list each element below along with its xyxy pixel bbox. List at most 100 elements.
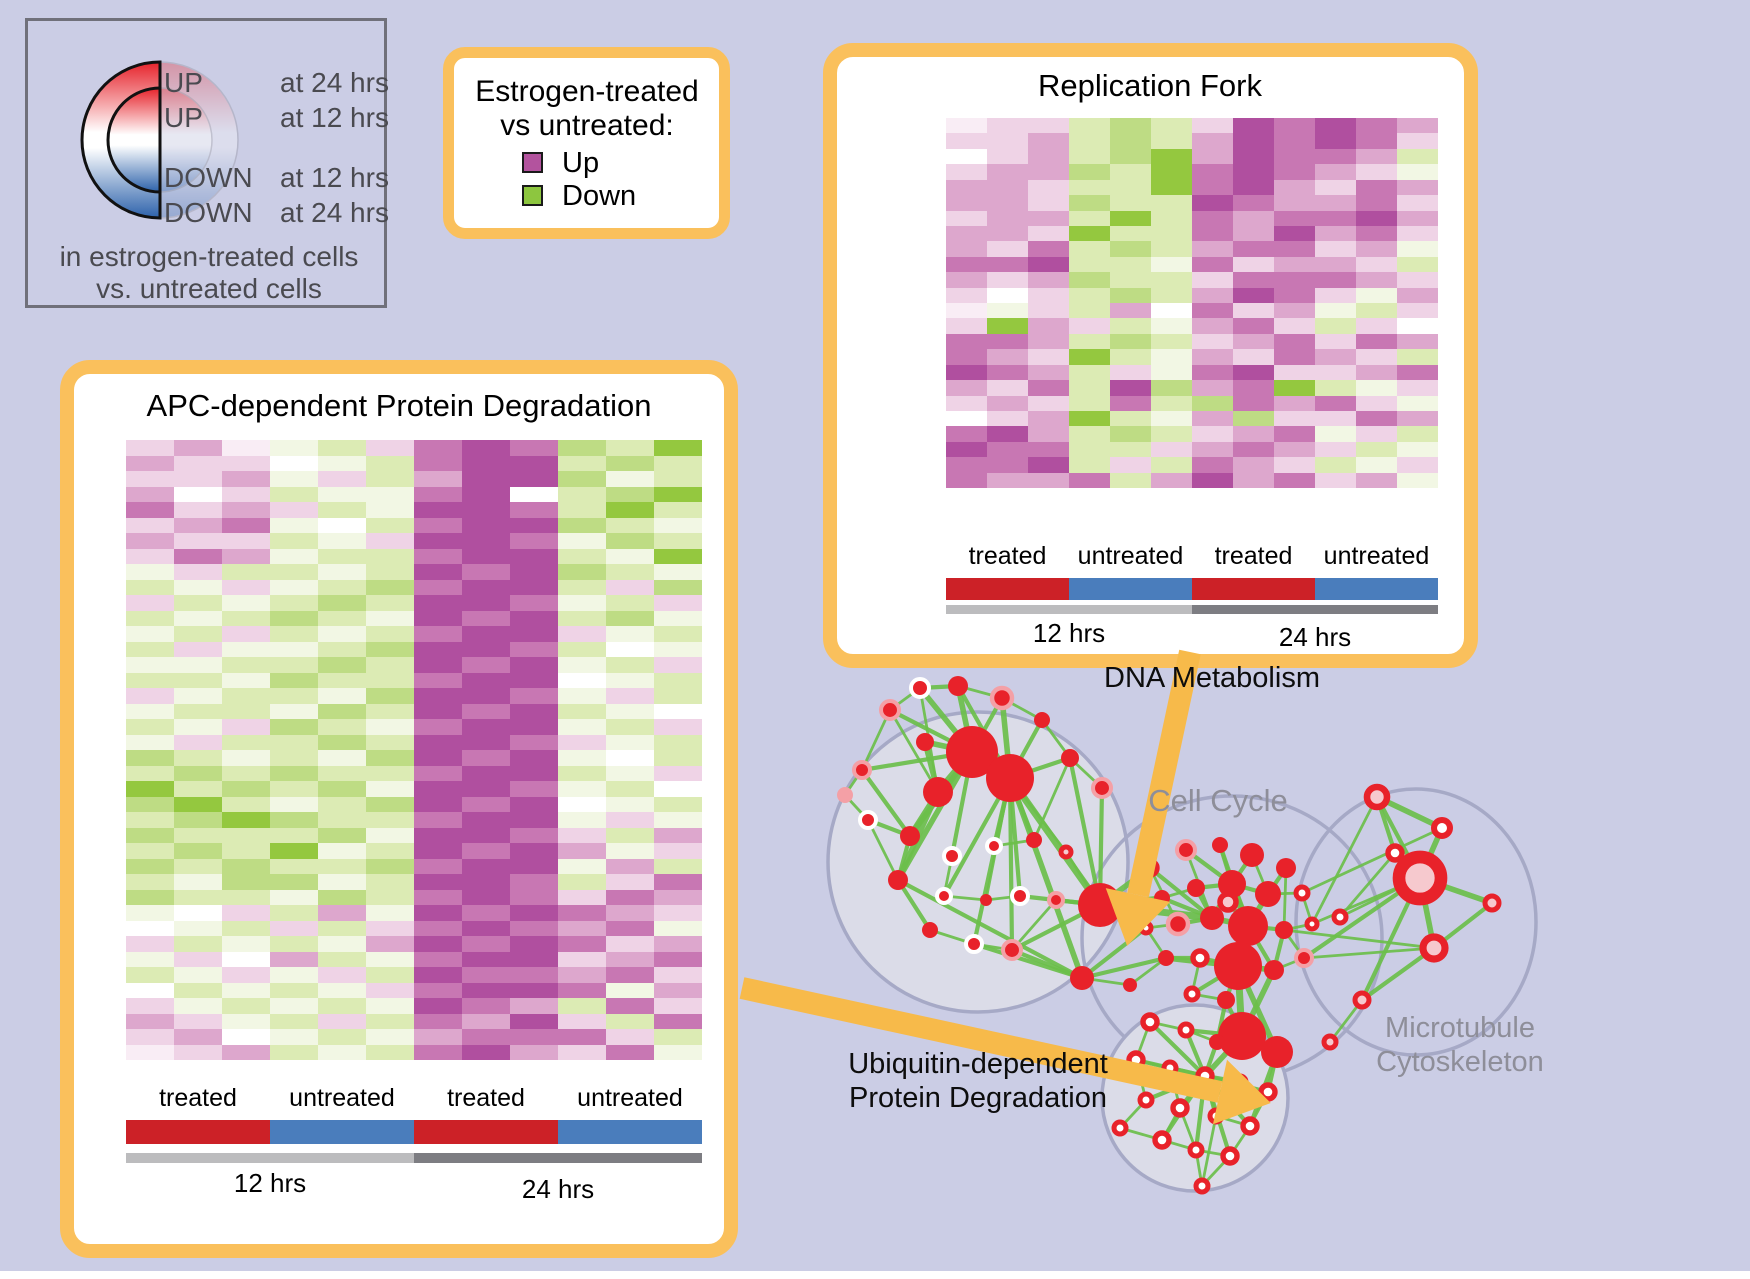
replication-fork-title: Replication Fork xyxy=(1038,68,1262,103)
heatmap-cell xyxy=(510,905,558,921)
apc-group-labels: treated untreated treated untreated xyxy=(126,1084,702,1113)
heatmap-cell xyxy=(1315,457,1356,473)
heatmap-cell xyxy=(1356,349,1397,365)
heatmap-cell xyxy=(1233,349,1274,365)
heatmap-cell xyxy=(1028,349,1069,365)
heatmap-cell xyxy=(1274,179,1315,196)
heatmap-cell xyxy=(462,610,510,626)
heatmap-cell xyxy=(946,241,987,257)
gene-node-red xyxy=(1276,858,1296,878)
gene-node-pinkring xyxy=(1000,938,1024,962)
heatmap-cell xyxy=(1397,256,1438,273)
heatmap-cell xyxy=(654,827,702,843)
network-edge xyxy=(1282,928,1436,950)
heatmap-cell xyxy=(1315,410,1356,427)
heatmap-cell xyxy=(1233,241,1274,257)
heatmap-cell xyxy=(270,548,318,564)
heatmap-cell xyxy=(1151,195,1192,211)
heatmap-cell xyxy=(1192,179,1233,196)
heatmap-cell xyxy=(1356,410,1397,427)
heatmap-cell xyxy=(1233,225,1274,242)
heatmap-cell xyxy=(126,672,174,688)
network-edge xyxy=(1007,775,1015,953)
heatmap-cell xyxy=(366,502,414,518)
heatmap-cell xyxy=(414,1044,462,1060)
heatmap-cell xyxy=(1192,318,1233,334)
heatmap-cell xyxy=(462,703,510,719)
heatmap-cell xyxy=(558,440,606,456)
network-edge xyxy=(1282,866,1288,932)
heatmap-cell xyxy=(174,502,222,518)
heatmap-cell xyxy=(1110,349,1151,365)
heatmap-cell xyxy=(1110,210,1151,226)
heatmap-cell xyxy=(1069,395,1110,411)
heatmap-cell xyxy=(270,781,318,797)
heatmap-cell xyxy=(987,195,1028,211)
heatmap-cell xyxy=(1397,179,1438,196)
heatmap-cell xyxy=(126,750,174,766)
gene-node-pinkdonut xyxy=(1392,850,1448,906)
heatmap-cell xyxy=(366,734,414,750)
heatmap-cell xyxy=(654,502,702,518)
heatmap-cell xyxy=(1356,333,1397,350)
heatmap-cell xyxy=(1397,457,1438,473)
gene-node-pinkring xyxy=(1294,948,1314,968)
heatmap-cell xyxy=(558,858,606,874)
heatmap-cell xyxy=(1192,364,1233,381)
network-edge xyxy=(866,818,900,882)
network-edge xyxy=(1079,955,1169,981)
gene-node-red xyxy=(1209,1034,1225,1050)
heatmap-cell xyxy=(1110,287,1151,303)
heatmap-cell xyxy=(1069,441,1110,458)
heatmap-cell xyxy=(1274,118,1315,134)
heatmap-cell xyxy=(1069,164,1110,180)
heatmap-cell xyxy=(558,517,606,533)
heatmap-cell xyxy=(270,750,318,766)
group-label: untreated xyxy=(1323,542,1430,570)
gene-node-donut xyxy=(1331,908,1349,926)
heatmap-cell xyxy=(1028,318,1069,334)
heatmap-cell xyxy=(366,719,414,735)
heatmap-cell xyxy=(1151,364,1192,381)
heatmap-cell xyxy=(174,734,222,750)
heatmap-cell xyxy=(606,765,654,781)
gene-node-donut xyxy=(1111,1119,1129,1137)
heatmap-cell xyxy=(1274,210,1315,226)
heatmap-cell xyxy=(174,812,222,828)
gene-node-red xyxy=(916,733,934,751)
heatmap-cell xyxy=(558,1029,606,1045)
heatmap-cell xyxy=(606,920,654,936)
heatmap-cell xyxy=(1110,441,1151,458)
heatmap-cell xyxy=(126,533,174,549)
heatmap-cell xyxy=(414,564,462,580)
heatmap-cell xyxy=(462,657,510,673)
gene-node-red xyxy=(922,922,938,938)
heatmap-cell xyxy=(606,998,654,1014)
heatmap-cell xyxy=(654,967,702,983)
heatmap-cell xyxy=(1274,133,1315,149)
heatmap-cell xyxy=(270,796,318,812)
link-arrow-head xyxy=(1212,1059,1271,1125)
heatmap-cell xyxy=(946,472,987,488)
heatmap-cell xyxy=(366,765,414,781)
heatmap-cell xyxy=(174,610,222,626)
heatmap-cell xyxy=(1397,380,1438,396)
heatmap-cell xyxy=(1274,333,1315,350)
heatmap-cell xyxy=(510,1013,558,1029)
heatmap-cell xyxy=(558,486,606,502)
heatmap-cell xyxy=(654,703,702,719)
heatmap-cell xyxy=(558,920,606,936)
heatmap-cell xyxy=(1028,164,1069,180)
heatmap-cell xyxy=(987,441,1028,458)
gene-node-halo xyxy=(909,677,931,699)
heatmap-cell xyxy=(1274,303,1315,319)
heatmap-cell xyxy=(1356,118,1397,134)
heatmap-cell xyxy=(366,874,414,890)
heatmap-cell xyxy=(222,967,270,983)
heatmap-cell xyxy=(414,905,462,921)
heatmap-cell xyxy=(366,812,414,828)
heatmap-cell xyxy=(987,210,1028,226)
heatmap-cell xyxy=(1151,349,1192,365)
gene-node-red xyxy=(1070,966,1094,990)
heatmap-cell xyxy=(987,426,1028,442)
